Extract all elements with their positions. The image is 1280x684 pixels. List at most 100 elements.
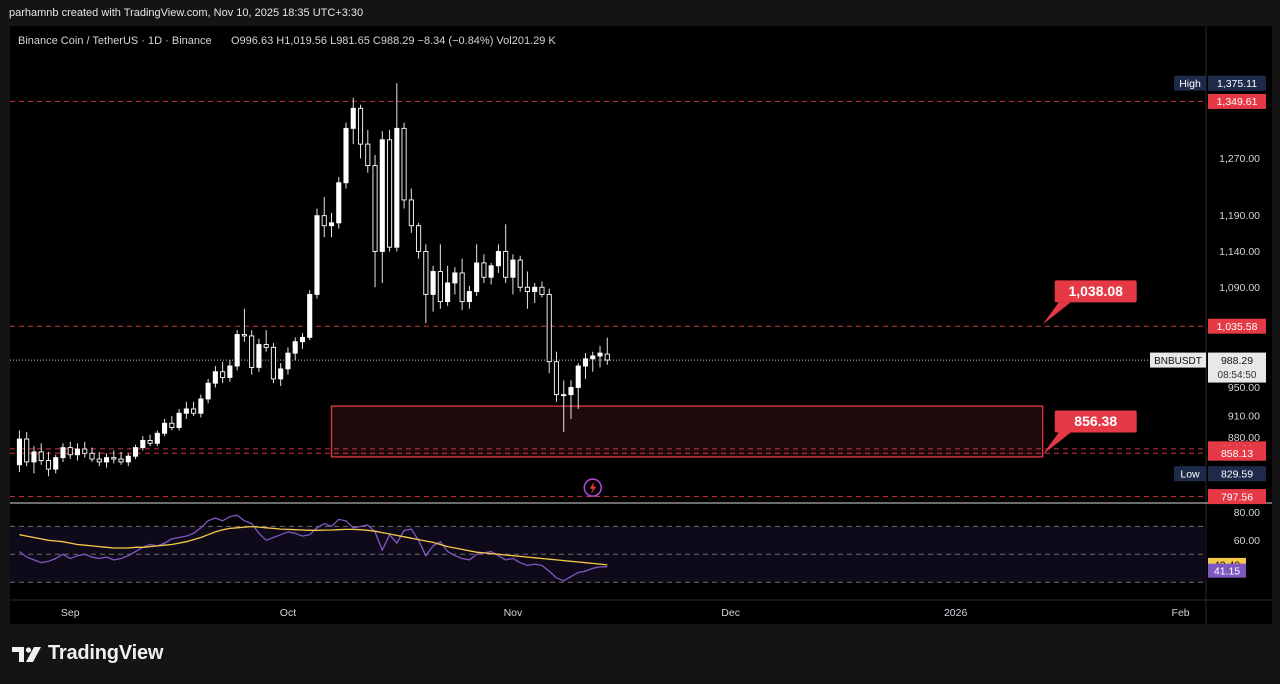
candle-body xyxy=(379,139,385,252)
event-flash-icon xyxy=(583,478,603,497)
candle-body xyxy=(510,259,516,278)
candle-body xyxy=(401,127,407,201)
footer-bar xyxy=(0,624,1280,684)
bar-countdown: 08:54:50 xyxy=(1218,370,1257,381)
level-price-badge-bg xyxy=(1208,318,1266,334)
callout-pointer xyxy=(1042,432,1071,455)
candle-body xyxy=(263,344,269,348)
price-tick-label: 1,190.00 xyxy=(1219,210,1260,222)
symbol-title: Binance Coin / TetherUS · 1D · Binance xyxy=(18,35,212,47)
level-price-badge-bg xyxy=(1208,489,1266,505)
candle-body xyxy=(582,358,589,367)
rsi-line xyxy=(19,514,608,582)
candle-body xyxy=(53,457,59,470)
candle-body xyxy=(89,452,95,460)
rsi-tick-label: 80.00 xyxy=(1234,507,1260,519)
price-tick-label: 1,270.00 xyxy=(1219,153,1260,165)
candle-body xyxy=(307,293,313,338)
candle-body xyxy=(154,432,160,444)
candle-body xyxy=(372,165,378,252)
candle-body xyxy=(452,272,458,284)
candle-body xyxy=(285,352,291,370)
callout-box xyxy=(1054,280,1137,303)
candle-body xyxy=(191,408,197,414)
level-price-badge: 1,035.58 xyxy=(1217,321,1258,333)
callout-label: 856.38 xyxy=(1074,413,1117,429)
chart-area[interactable]: 1,270.00 1,190.00 1,140.00 1,090.00 950.00 91… xyxy=(10,26,1272,624)
level-price-badge: 797.56 xyxy=(1221,491,1253,503)
candle-body xyxy=(437,271,443,303)
candle-body xyxy=(169,422,175,429)
candle-body xyxy=(140,439,146,449)
candle-body xyxy=(67,447,73,456)
candle-body xyxy=(394,127,400,248)
candle-body xyxy=(147,439,153,444)
candle-body xyxy=(31,451,37,463)
candle-body xyxy=(249,335,255,368)
tradingview-icon xyxy=(12,646,41,662)
callout-label: 1,038.08 xyxy=(1068,283,1123,299)
candle-body xyxy=(278,368,284,380)
price-tick-label: 950.00 xyxy=(1228,382,1260,394)
candle-body xyxy=(343,127,349,184)
candle-body xyxy=(597,352,603,357)
candle-body xyxy=(604,353,610,361)
brand-name: TradingView xyxy=(48,642,164,664)
low-price-badge: 829.59 xyxy=(1221,468,1253,480)
candle-body xyxy=(416,225,422,252)
candle-body xyxy=(474,262,480,293)
candle-body xyxy=(241,334,247,337)
candle-body xyxy=(517,259,523,288)
candle-body xyxy=(45,460,52,470)
candle-body xyxy=(270,346,276,380)
candle-body xyxy=(430,271,436,295)
candle-body xyxy=(532,286,538,293)
low-tag: Low xyxy=(1180,468,1200,480)
candle-body xyxy=(488,265,494,278)
candle-body xyxy=(568,387,574,396)
candle-body xyxy=(445,282,451,303)
candle-body xyxy=(387,139,393,248)
candle-body xyxy=(234,334,240,367)
high-tag: High xyxy=(1179,78,1201,90)
price-chart[interactable]: 1,270.00 1,190.00 1,140.00 1,090.00 950.00 91… xyxy=(10,26,1272,624)
rsi-tick-label: 60.00 xyxy=(1234,535,1260,547)
candle-body xyxy=(357,107,364,145)
candle-body xyxy=(575,365,581,388)
candle-body xyxy=(481,262,487,278)
tradingview-logo[interactable]: TradingView xyxy=(12,642,163,665)
candle-body xyxy=(336,182,342,224)
candle-body xyxy=(524,286,530,293)
last-price-badge-bg xyxy=(1208,352,1266,383)
candle-body xyxy=(38,451,44,461)
symbol-tag-bg xyxy=(1150,352,1206,368)
candle-body xyxy=(503,251,509,278)
candle-body xyxy=(96,458,102,463)
high-price-badge-bg xyxy=(1208,75,1266,91)
price-tick-label: 1,090.00 xyxy=(1219,282,1260,294)
candle-body xyxy=(212,371,218,384)
flash-bolt xyxy=(589,481,597,494)
candle-body xyxy=(292,341,298,354)
candle-body xyxy=(176,412,182,429)
candle-body xyxy=(227,365,233,378)
candle-body xyxy=(220,371,226,378)
candle-body xyxy=(590,355,596,360)
candle-body xyxy=(82,448,88,454)
candle-body xyxy=(133,447,139,457)
candle-body xyxy=(205,382,211,400)
candle-body xyxy=(495,251,501,267)
last-price-badge: 988.29 xyxy=(1221,355,1253,367)
level-price-badge-bg xyxy=(1208,93,1266,109)
candle-body xyxy=(561,394,567,397)
high-tag-bg xyxy=(1174,75,1206,91)
time-tick-label: Dec xyxy=(721,607,740,619)
low-price-badge-bg xyxy=(1208,466,1266,482)
low-tag-bg xyxy=(1174,466,1206,482)
symbol-tag: BNBUSDT xyxy=(1154,356,1202,367)
candle-body xyxy=(16,438,22,466)
candle-body xyxy=(546,293,552,363)
candle-body xyxy=(553,361,560,396)
rsi-badge: 41.15 xyxy=(1214,565,1240,577)
candle-body xyxy=(74,448,81,456)
